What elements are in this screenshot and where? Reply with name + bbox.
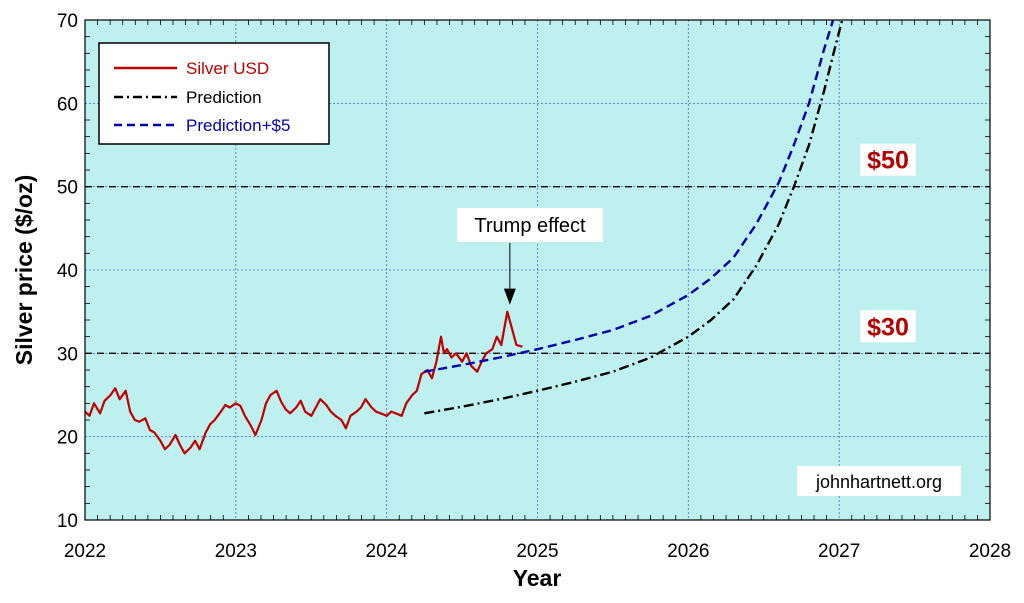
x-tick-label-2027: 2027 bbox=[818, 541, 860, 562]
y-tick-label-50: 50 bbox=[57, 178, 78, 199]
annotation-text: Trump effect bbox=[474, 215, 586, 237]
level-labels: $50 $30 bbox=[860, 143, 916, 343]
legend-label-silver: Silver USD bbox=[186, 59, 269, 78]
annotation-arrow-head bbox=[503, 288, 516, 305]
y-tick-label-70: 70 bbox=[57, 11, 78, 32]
y-tick-label-60: 60 bbox=[57, 94, 78, 115]
annotation-box bbox=[457, 208, 603, 242]
legend-label-prediction-plus5: Prediction+$5 bbox=[186, 116, 290, 135]
x-tick-label-2023: 2023 bbox=[215, 541, 257, 562]
legend-box bbox=[98, 42, 330, 145]
x-tick-label-2026: 2026 bbox=[667, 541, 709, 562]
x-tick-label-2022: 2022 bbox=[64, 541, 106, 562]
reference-lines bbox=[85, 185, 990, 355]
series-line-silver-usd bbox=[84, 310, 523, 455]
y-tick-label-40: 40 bbox=[57, 261, 78, 282]
grid bbox=[85, 20, 990, 520]
y-tick-labels: 10 20 30 40 50 60 70 bbox=[57, 11, 78, 532]
x-tick-label-2024: 2024 bbox=[366, 541, 409, 562]
legend-label-prediction: Prediction bbox=[186, 88, 262, 107]
watermark: johnhartnett.org bbox=[797, 466, 961, 496]
y-tick-label-30: 30 bbox=[57, 344, 78, 365]
minor-ticks bbox=[85, 20, 990, 520]
legend: Silver USD Prediction Prediction+$5 bbox=[98, 42, 330, 145]
y-tick-label-10: 10 bbox=[57, 511, 78, 532]
x-tick-labels: 2022 2023 2024 2025 2026 2027 2028 bbox=[64, 541, 1011, 562]
level-label-box-30 bbox=[860, 310, 916, 343]
x-tick-label-2028: 2028 bbox=[969, 541, 1011, 562]
y-axis-title: Silver price ($/oz) bbox=[11, 175, 37, 365]
trump-effect-annotation: Trump effect bbox=[457, 208, 603, 305]
series-line-prediction bbox=[424, 19, 844, 415]
level-label-50: $50 bbox=[867, 147, 909, 175]
watermark-text: johnhartnett.org bbox=[815, 472, 942, 492]
series-lines bbox=[84, 19, 844, 455]
x-axis-title: Year bbox=[513, 565, 562, 591]
y-tick-label-20: 20 bbox=[57, 428, 78, 449]
level-label-30: $30 bbox=[867, 313, 909, 341]
watermark-box bbox=[797, 466, 961, 496]
x-tick-label-2025: 2025 bbox=[516, 541, 558, 562]
level-label-box-50 bbox=[860, 143, 916, 176]
plot-frame bbox=[84, 19, 991, 521]
